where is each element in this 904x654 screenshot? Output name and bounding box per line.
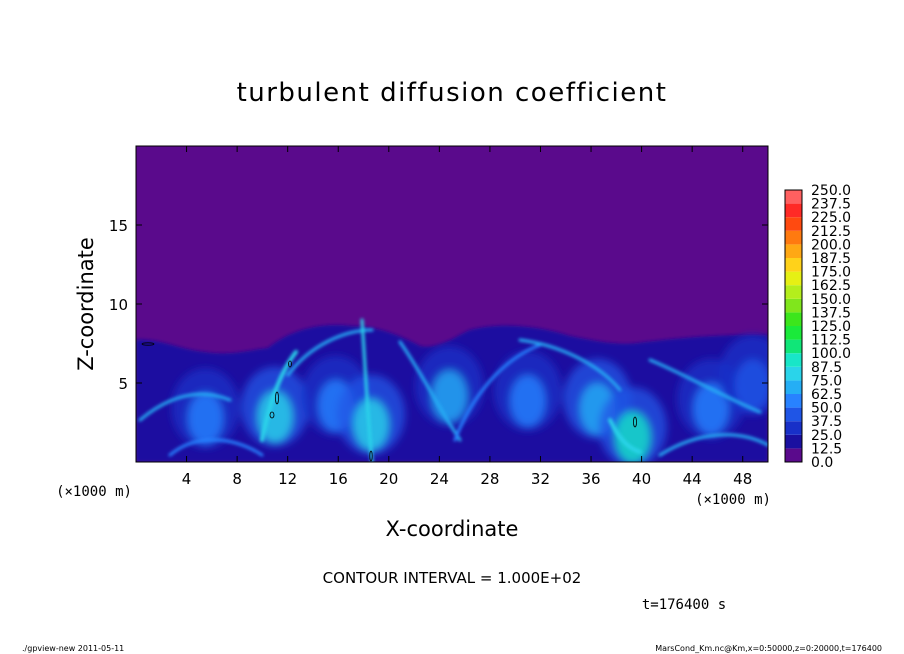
colorbar-swatch xyxy=(785,271,802,286)
colorbar-label: 125.0 xyxy=(811,319,851,335)
eddy-core-7 xyxy=(614,411,651,462)
y-tick-label: 10 xyxy=(109,296,128,314)
contour-interval: CONTOUR INTERVAL = 1.000E+02 xyxy=(323,569,582,587)
colorbar-label: 237.5 xyxy=(811,197,851,213)
colorbar-swatch xyxy=(785,421,802,435)
streak-layer xyxy=(138,318,768,462)
colorbar-label: 0.0 xyxy=(811,455,833,471)
colorbar-swatch xyxy=(785,434,802,449)
eddy-core-3 xyxy=(353,398,390,451)
colorbar-swatch xyxy=(785,326,802,340)
colorbar-swatch xyxy=(785,448,802,462)
x-tick-label: 28 xyxy=(480,470,499,488)
streak xyxy=(398,340,462,442)
y-tick-label: 15 xyxy=(109,217,128,235)
colorbar-label: 212.5 xyxy=(811,224,851,240)
plot-area xyxy=(136,146,768,462)
x-tick-label: 48 xyxy=(733,470,752,488)
contour-loop xyxy=(369,450,373,462)
colorbar-label: 225.0 xyxy=(811,210,851,226)
x-tick-label: 16 xyxy=(329,470,348,488)
colorbar-label: 25.0 xyxy=(811,428,842,444)
contour-lines xyxy=(141,342,637,462)
streak xyxy=(648,358,762,414)
eddy-core-8 xyxy=(693,382,730,435)
eddy-core-5 xyxy=(509,374,546,427)
streak xyxy=(453,343,542,442)
colorbar-label: 162.5 xyxy=(811,278,851,294)
x-tick-label: 12 xyxy=(278,470,297,488)
colorbar-swatch xyxy=(785,258,802,272)
colorbar-swatch xyxy=(785,366,802,381)
colorbar-label: 250.0 xyxy=(811,183,851,199)
streak xyxy=(138,392,232,422)
x-axis-label: X-coordinate xyxy=(386,517,519,541)
eddy-core-9 xyxy=(734,359,768,412)
streak xyxy=(658,433,768,457)
eddy-layer xyxy=(171,335,768,462)
streak xyxy=(260,350,298,442)
colorbar-label: 150.0 xyxy=(811,292,851,308)
colorbar-label: 100.0 xyxy=(811,346,851,362)
x-tick-label: 20 xyxy=(379,470,398,488)
y-tick-label: 5 xyxy=(118,375,128,393)
colorbar-swatch xyxy=(785,394,802,408)
colorbar: 0.012.525.037.550.062.575.087.5100.0112.… xyxy=(784,183,851,471)
colorbar-swatch xyxy=(785,353,802,367)
streak xyxy=(608,418,642,454)
chart-title: turbulent diffusion coefficient xyxy=(237,78,668,108)
colorbar-swatch xyxy=(785,285,802,299)
y-axis-label: Z-coordinate xyxy=(74,237,98,371)
x-tick-label: 44 xyxy=(683,470,702,488)
contour-loop xyxy=(288,360,292,368)
colorbar-label: 37.5 xyxy=(811,414,842,430)
x-tick-label: 24 xyxy=(430,470,449,488)
streak xyxy=(360,318,374,462)
eddy-core-4 xyxy=(431,370,468,423)
x-tick-label: 32 xyxy=(531,470,550,488)
y-axis: 5 10 15 xyxy=(109,217,768,393)
eddy-core-0 xyxy=(187,392,224,445)
colorbar-label: 112.5 xyxy=(811,333,851,349)
colorbar-swatch xyxy=(785,298,802,313)
streak xyxy=(518,338,622,392)
colorbar-label: 175.0 xyxy=(811,265,851,281)
colorbar-swatch xyxy=(785,230,802,245)
x-unit-left: (×1000 m) xyxy=(56,484,132,500)
colorbar-swatch xyxy=(785,203,802,218)
footer-left: ./gpview-new 2011-05-11 xyxy=(22,644,124,653)
colorbar-swatch xyxy=(785,190,802,204)
x-axis: 4 8 12 16 20 24 28 32 36 40 44 48 xyxy=(182,146,752,488)
footer-right: MarsCond_Km.nc@Km,x=0:50000,z=0:20000,t=… xyxy=(655,644,882,653)
colorbar-label: 87.5 xyxy=(811,360,842,376)
x-tick-label: 4 xyxy=(182,470,192,488)
colorbar-swatch xyxy=(785,407,802,422)
x-tick-label: 36 xyxy=(581,470,600,488)
x-unit-right: (×1000 m) xyxy=(695,492,771,508)
colorbar-label: 187.5 xyxy=(811,251,851,267)
colorbar-label: 50.0 xyxy=(811,401,842,417)
colorbar-label: 12.5 xyxy=(811,441,842,457)
colorbar-label: 137.5 xyxy=(811,305,851,321)
time-label: t=176400 s xyxy=(642,597,726,613)
colorbar-swatch xyxy=(785,312,802,326)
colorbar-swatch xyxy=(785,244,802,258)
contour-loop xyxy=(141,342,155,346)
colorbar-frame xyxy=(784,189,803,463)
colorbar-label: 75.0 xyxy=(811,373,842,389)
colorbar-swatch xyxy=(785,380,802,394)
colorbar-swatch xyxy=(785,339,802,354)
colorbar-label: 200.0 xyxy=(811,237,851,253)
contour-loop xyxy=(269,411,275,419)
x-tick-label: 40 xyxy=(632,470,651,488)
colorbar-label: 62.5 xyxy=(811,387,842,403)
contour-loop xyxy=(633,416,637,428)
colorbar-swatch xyxy=(785,217,802,231)
x-tick-label: 8 xyxy=(232,470,242,488)
streak xyxy=(168,438,264,457)
contour-loop xyxy=(275,391,279,405)
